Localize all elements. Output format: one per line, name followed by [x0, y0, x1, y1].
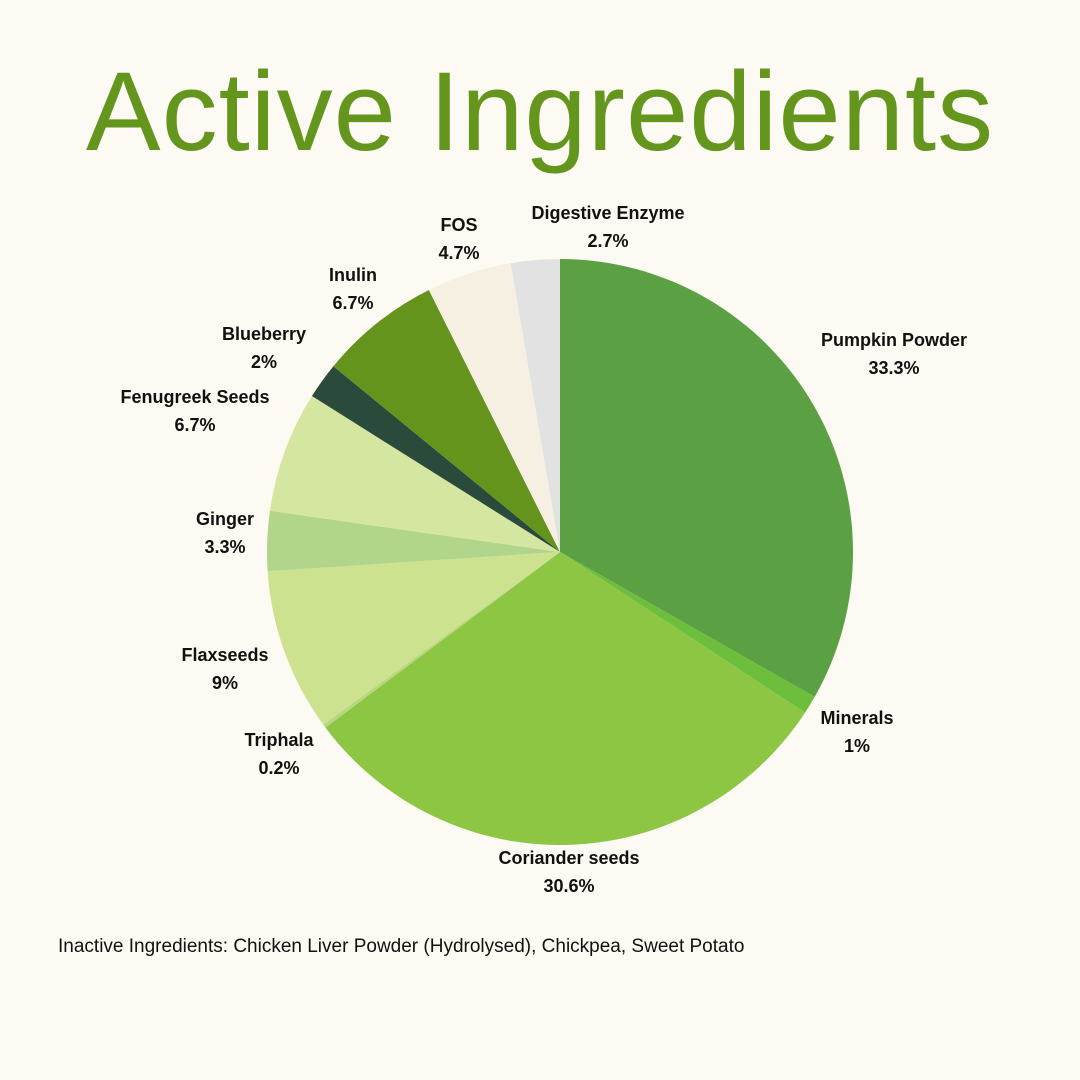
pie-slice-blueberry — [311, 366, 560, 552]
pie-slice-pumpkin-powder — [560, 259, 854, 697]
pie-slice-triphala — [323, 552, 560, 728]
slice-value-flaxseeds: 9% — [212, 673, 238, 693]
slice-value-inulin: 6.7% — [332, 293, 373, 313]
chart-title: Active Ingredients — [85, 49, 995, 174]
slice-label-coriander-seeds: Coriander seeds — [498, 848, 639, 868]
slice-label-triphala: Triphala — [244, 730, 314, 750]
slice-value-pumpkin-powder: 33.3% — [868, 358, 919, 378]
slice-value-fos: 4.7% — [438, 243, 479, 263]
slice-label-digestive-enzyme: Digestive Enzyme — [531, 203, 684, 223]
inactive-ingredients-note: Inactive Ingredients: Chicken Liver Powd… — [58, 936, 745, 957]
slice-value-triphala: 0.2% — [258, 758, 299, 778]
pie-slice-ginger — [266, 510, 560, 572]
slice-value-ginger: 3.3% — [204, 537, 245, 557]
slice-value-fenugreek-seeds: 6.7% — [174, 415, 215, 435]
slice-label-pumpkin-powder: Pumpkin Powder — [821, 330, 967, 350]
slice-value-digestive-enzyme: 2.7% — [587, 231, 628, 251]
pie-slice-fos — [428, 263, 560, 552]
pie-slice-fenugreek-seeds — [269, 396, 560, 552]
pie-slice-coriander-seeds — [325, 552, 806, 845]
pie-slice-minerals — [560, 552, 815, 713]
slice-label-fenugreek-seeds: Fenugreek Seeds — [120, 387, 269, 407]
pie-slice-digestive-enzyme — [510, 259, 560, 552]
slice-value-coriander-seeds: 30.6% — [543, 876, 594, 896]
slice-label-ginger: Ginger — [196, 509, 254, 529]
slice-label-flaxseeds: Flaxseeds — [181, 645, 268, 665]
slice-label-minerals: Minerals — [820, 708, 893, 728]
slice-label-blueberry: Blueberry — [222, 324, 306, 344]
slice-value-minerals: 1% — [844, 736, 870, 756]
slice-label-fos: FOS — [440, 215, 477, 235]
pie-slice-inulin — [333, 289, 560, 552]
slice-value-blueberry: 2% — [251, 352, 277, 372]
slice-label-inulin: Inulin — [329, 265, 377, 285]
pie-slice-flaxseeds — [267, 552, 560, 725]
